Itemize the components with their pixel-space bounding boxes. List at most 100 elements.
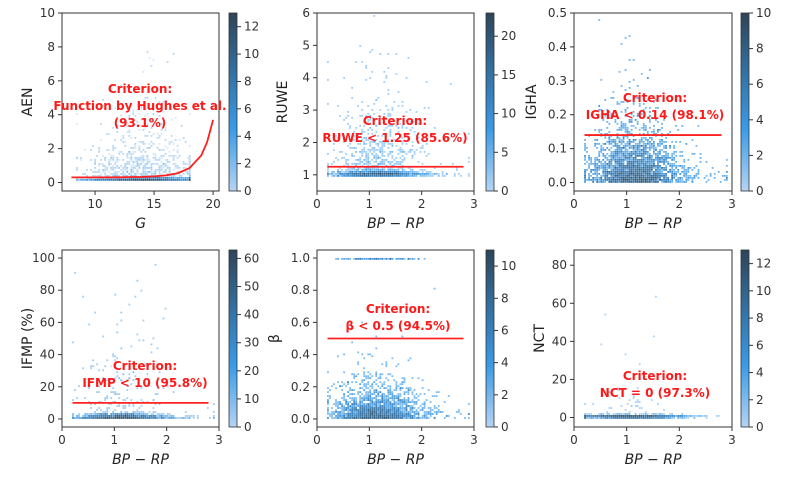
hist-cell (379, 161, 382, 163)
hist-cell (646, 147, 649, 149)
hist-cell (616, 123, 619, 125)
hist-cell (138, 129, 141, 131)
hist-cell (343, 77, 345, 79)
criterion-annotation: Criterion: (623, 91, 687, 105)
hist-cell (653, 335, 655, 338)
hist-cell (140, 151, 143, 153)
hist-cell (685, 175, 688, 177)
hist-cell (158, 101, 161, 103)
hist-cell (379, 257, 382, 260)
hist-cell (673, 173, 676, 175)
hist-cell (112, 169, 115, 171)
hist-cell (423, 403, 426, 405)
hist-cell (347, 409, 349, 411)
hist-cell (397, 397, 400, 399)
hist-cell (598, 167, 601, 169)
hist-cell (653, 175, 655, 177)
hist-cell (369, 161, 372, 163)
panel-5: 0 1 2 30.00.20.40.60.81.0BP − RPβCriterion:… (267, 249, 516, 468)
hist-cell (397, 393, 400, 395)
hist-cell (624, 143, 627, 145)
hist-cell (365, 411, 368, 413)
hist-cell (339, 115, 341, 117)
hist-cell (663, 157, 665, 159)
hist-cell (170, 135, 173, 137)
hist-cell (604, 155, 607, 157)
hist-cell (152, 415, 155, 417)
hist-cell (701, 415, 704, 417)
hist-cell (626, 413, 629, 415)
hist-cell (102, 415, 105, 417)
hist-cell (122, 173, 125, 175)
hist-cell (172, 391, 175, 393)
hist-cell (606, 169, 609, 171)
hist-cell (363, 399, 366, 401)
hist-cell (655, 107, 657, 109)
hist-cell (612, 141, 615, 143)
hist-cell (351, 117, 354, 119)
hist-cell (162, 387, 165, 390)
hist-cell (399, 149, 402, 151)
hist-cell (403, 377, 406, 380)
hist-cell (142, 169, 145, 171)
hist-cell (148, 131, 151, 133)
hist-cell (403, 171, 406, 173)
x-axis-label: BP − RP (625, 452, 682, 468)
hist-cell (610, 141, 613, 143)
hist-cell (624, 147, 627, 149)
hist-cell (632, 181, 635, 183)
hist-cell (644, 153, 647, 155)
hist-cell (596, 139, 599, 141)
hist-cell (132, 405, 135, 407)
hist-cell (630, 415, 633, 417)
hist-cell (614, 159, 617, 161)
hist-cell (154, 169, 157, 171)
hist-cell (92, 417, 94, 419)
hist-cell (112, 175, 115, 177)
axes-frame (316, 12, 475, 192)
hist-cell (389, 115, 392, 117)
hist-cell (142, 161, 145, 163)
hist-cell (140, 125, 143, 127)
y-tick-label: 6 (47, 74, 55, 88)
hist-cell (126, 179, 129, 181)
hist-cell (174, 175, 177, 177)
hist-cell (675, 175, 678, 177)
hist-cell (437, 173, 440, 175)
hist-cell (657, 151, 659, 153)
hist-cell (618, 413, 621, 415)
hist-cell (636, 97, 639, 99)
hist-cell (110, 365, 113, 368)
hist-cell (586, 179, 588, 181)
hist-cell (363, 125, 366, 127)
hist-cell (112, 179, 115, 181)
hist-cell (351, 171, 354, 173)
hist-cell (411, 173, 414, 175)
hist-cell (184, 177, 187, 179)
hist-cell (671, 155, 674, 157)
hist-cell (397, 395, 400, 397)
hist-cell (425, 415, 428, 417)
hist-cell (671, 167, 674, 169)
hist-cell (106, 417, 109, 419)
hist-cell (361, 401, 364, 403)
hist-cell (638, 171, 641, 173)
hist-cell (116, 415, 119, 417)
hist-cell (142, 71, 145, 73)
hist-cell (351, 153, 354, 155)
hist-cell (433, 173, 436, 175)
hist-cell (132, 379, 135, 382)
hist-cell (636, 153, 639, 155)
hist-cell (620, 121, 623, 123)
hist-cell (96, 175, 99, 177)
hist-cell (353, 403, 356, 405)
hist-cell (379, 175, 382, 177)
hist-cell (94, 311, 97, 314)
hist-cell (379, 173, 382, 175)
hist-cell (381, 135, 384, 137)
hist-cell (152, 153, 155, 155)
hist-cell (357, 167, 360, 169)
hist-cell (419, 417, 422, 419)
hist-cell (387, 399, 390, 401)
hist-cell (78, 413, 80, 415)
